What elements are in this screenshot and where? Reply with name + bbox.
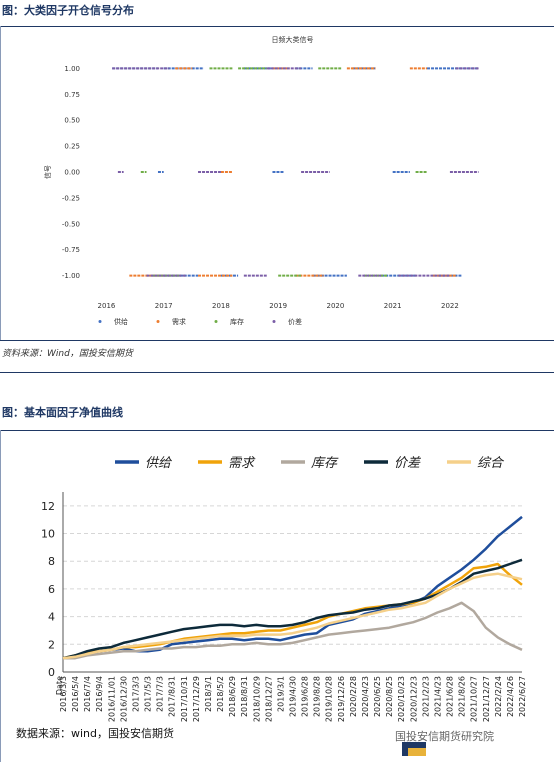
chart2-legend-label: 供给 — [145, 456, 173, 471]
chart2-ytick-label: 10 — [41, 528, 55, 541]
chart1-ytick-label: 0.25 — [64, 143, 80, 151]
section1-source: 资料来源：Wind，国投安信期货 — [2, 349, 133, 359]
section2-source: 数据来源：wind，国投安信期货 — [16, 727, 175, 740]
chart2-xtick-label: 2019/8/28 — [313, 676, 322, 717]
chart1-ytick-label: 0.00 — [64, 169, 80, 177]
chart2-ytick-label: 2 — [48, 638, 55, 651]
chart2-xtick-label: 2020/10/23 — [397, 676, 406, 722]
chart2-xtick-label: 2020/2/28 — [349, 676, 358, 717]
chart2-xtick-label: 2020/4/23 — [361, 676, 370, 717]
chart1-legend-label: 库存 — [230, 317, 244, 326]
section1-title: 图：大类因子开仓信号分布 — [2, 4, 134, 17]
chart2-ytick-label: 6 — [48, 583, 55, 596]
chart1-ytick-label: -0.75 — [62, 246, 80, 254]
chart2-xtick-label: 2018/6/29 — [228, 676, 237, 717]
chart2-xtick-label: 2021/2/23 — [421, 676, 430, 717]
chart1-ytick-label: -1.00 — [62, 272, 80, 280]
section2-left-border — [0, 430, 1, 762]
chart2-ytick-label: 12 — [41, 500, 55, 513]
section2-title: 图：基本面因子净值曲线 — [2, 406, 123, 419]
section1-left-border — [0, 26, 1, 340]
chart1-xtick-label: 2018 — [212, 302, 230, 310]
chart1-xtick-label: 2022 — [441, 302, 459, 310]
chart2-xtick-label: 2018/10/29 — [252, 676, 261, 722]
chart1-xtick-label: 2019 — [269, 302, 287, 310]
section2-top-divider — [0, 372, 554, 373]
chart2-xtick-label: 2021/6/28 — [446, 676, 455, 717]
chart1-xtick-label: 2017 — [155, 302, 173, 310]
chart1-ytick-label: -0.50 — [62, 220, 80, 228]
chart2-xtick-label: 2019/6/28 — [301, 676, 310, 717]
chart1-legend-marker — [214, 320, 218, 323]
chart1-legend-marker — [98, 320, 102, 323]
chart2-xtick-label: 2016/5/4 — [71, 676, 80, 712]
chart2-xtick-label: 2017/10/31 — [180, 676, 189, 722]
chart2-xtick-label: 2022/2/24 — [494, 676, 503, 717]
chart2-xtick-label: 2017/5/3 — [144, 676, 153, 712]
chart1-legend-marker — [272, 320, 276, 323]
chart2-xtick-label: 2022/6/27 — [518, 676, 527, 717]
chart1-ytick-label: 0.75 — [64, 91, 80, 99]
chart2-ytick-label: 4 — [48, 611, 55, 624]
chart2-xtick-label: 2019/10/28 — [325, 676, 334, 722]
chart2-xtick-label: 2018/5/2 — [216, 676, 225, 712]
chart2-xlabel: Date — [55, 676, 64, 695]
chart2-xtick-label: 2018/12/27 — [264, 676, 273, 722]
chart1-xtick-label: 2020 — [327, 302, 345, 310]
watermark-logo-accent — [408, 748, 426, 756]
chart1-ytick-label: 1.00 — [64, 65, 80, 73]
chart2-xtick-label: 2020/8/25 — [385, 676, 394, 717]
chart2-xtick-label: 2018/8/31 — [240, 676, 249, 717]
chart2-ytick-label: 8 — [48, 555, 55, 568]
chart2-xtick-label: 2020/6/25 — [373, 676, 382, 717]
chart2-xtick-label: 2021/8/26 — [458, 676, 467, 717]
chart2-xtick-label: 2017/12/29 — [192, 676, 201, 722]
section1-top-divider — [0, 26, 554, 27]
chart1-legend-label: 价差 — [288, 317, 302, 326]
chart2-xtick-label: 2017/8/31 — [168, 676, 177, 717]
chart2-xtick-label: 2016/11/01 — [107, 676, 116, 722]
chart2-legend-label: 价差 — [394, 456, 422, 471]
chart2-xtick-label: 2020/12/23 — [409, 676, 418, 722]
chart2-xtick-label: 2016/3/3 — [59, 676, 68, 712]
chart1-ytick-label: 0.50 — [64, 117, 80, 125]
chart1-title: 日频大类信号 — [272, 35, 314, 44]
chart2-legend-label: 综合 — [477, 456, 505, 471]
chart2-xtick-label: 2019/3/1 — [276, 676, 285, 712]
chart2-xtick-label: 2021/4/23 — [433, 676, 442, 717]
chart2-legend-label: 需求 — [228, 456, 256, 471]
chart2-xtick-label: 2017/7/3 — [156, 676, 165, 712]
chart1-legend-label: 需求 — [172, 317, 186, 326]
chart1-ylabel: 信号 — [43, 165, 52, 179]
chart1-legend-label: 供给 — [114, 317, 128, 326]
chart1-xtick-label: 2016 — [98, 302, 116, 310]
chart2-xtick-label: 2021/10/27 — [470, 676, 479, 722]
chart2-xtick-label: 2022/4/26 — [506, 676, 515, 717]
chart2-xtick-label: 2016/7/4 — [83, 676, 92, 712]
watermark-text: 国投安信期货研究院 — [395, 730, 494, 743]
chart2-xtick-label: 2019/12/26 — [337, 676, 346, 722]
chart2-ytick-label: 0 — [48, 666, 55, 679]
chart2-xtick-label: 2019/4/30 — [289, 676, 298, 717]
chart1-xtick-label: 2021 — [384, 302, 402, 310]
chart2-xtick-label: 2018/3/1 — [204, 676, 213, 712]
chart2-series-line — [63, 601, 523, 660]
chart2-xtick-label: 2017/3/3 — [131, 676, 140, 712]
chart1-legend-marker — [156, 320, 160, 323]
section1-bottom-divider — [0, 340, 554, 341]
chart1-ytick-label: -0.25 — [62, 194, 80, 202]
chart2-series-line — [62, 562, 523, 660]
section2-title-divider — [0, 430, 554, 431]
chart2-legend-label: 库存 — [311, 456, 339, 471]
chart2-series-line — [62, 572, 523, 660]
chart2-xtick-label: 2016/9/4 — [95, 676, 104, 712]
chart2-xtick-label: 2021/12/27 — [482, 676, 491, 722]
chart2-xtick-label: 2016/12/30 — [119, 676, 128, 722]
